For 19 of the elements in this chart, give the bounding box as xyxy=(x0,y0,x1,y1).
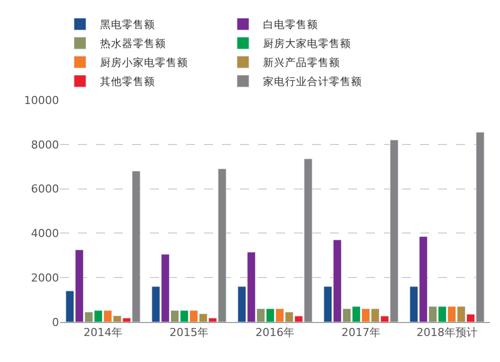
y-tick-label: 6000 xyxy=(31,182,59,196)
legend-label: 黑电零售额 xyxy=(100,18,155,32)
legend-label: 热水器零售额 xyxy=(100,37,166,50)
legend-label: 厨房小家电零售额 xyxy=(100,56,188,70)
y-tick-label: 8000 xyxy=(31,138,59,152)
legend-label: 家电行业合计零售额 xyxy=(263,75,362,88)
legend-label: 其他零售额 xyxy=(100,75,155,88)
legend-label: 厨房大家电零售额 xyxy=(263,37,351,50)
y-tick-label: 0 xyxy=(52,316,59,329)
x-tick-label: 2014年 xyxy=(84,326,122,340)
y-tick-label: 2000 xyxy=(31,271,59,284)
legend-label: 新兴产品零售额 xyxy=(263,56,340,70)
y-tick-label: 10000 xyxy=(24,94,59,107)
y-tick-label: 4000 xyxy=(31,227,59,240)
x-tick-label: 2018年预计 xyxy=(416,326,478,340)
x-tick-label: 2015年 xyxy=(170,326,208,340)
legend-label: 白电零售额 xyxy=(263,18,318,32)
x-tick-label: 2016年 xyxy=(256,326,294,340)
x-tick-label: 2017年 xyxy=(342,326,380,340)
